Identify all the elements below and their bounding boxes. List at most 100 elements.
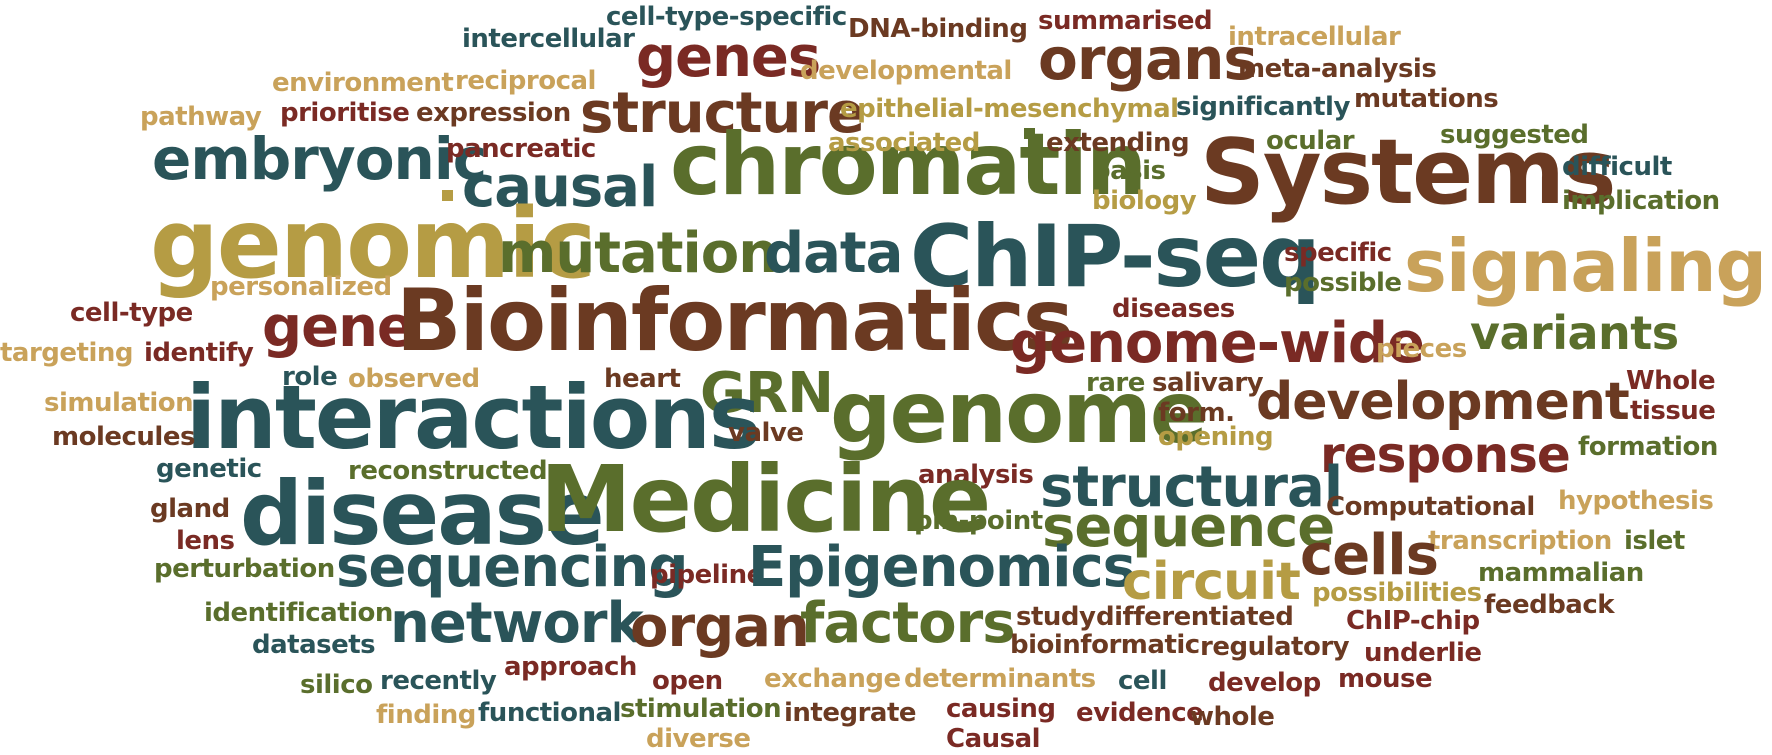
word-ocular: ocular [1266, 126, 1355, 156]
word-finding: finding [376, 700, 476, 730]
word-salivary: salivary [1152, 368, 1264, 398]
word-variants: variants [1470, 306, 1679, 360]
word-genomic: genomic [150, 188, 596, 300]
word-whole: whole [1190, 702, 1275, 732]
word-expression: expression [416, 98, 571, 128]
dot-mark [1024, 128, 1035, 139]
word-gene: gene [262, 295, 415, 360]
word-pipeline: pipeline [650, 560, 764, 590]
word-summarised: summarised [1038, 6, 1213, 36]
word-disease: disease [240, 462, 605, 565]
word-formation: formation [1578, 432, 1718, 462]
word-intracellular: intracellular [1228, 22, 1401, 52]
word-sequence: sequence [1042, 495, 1335, 560]
word-specific: specific [1284, 238, 1392, 268]
word-meta-analysis: meta-analysis [1238, 54, 1437, 84]
word-feedback: feedback [1484, 590, 1615, 620]
word-chip-seq: ChIP-seq [910, 207, 1321, 307]
word-grn: GRN [700, 361, 834, 426]
word-integrate: integrate [784, 698, 917, 728]
word-molecules: molecules [52, 422, 195, 452]
word-observed: observed [348, 364, 480, 394]
word-mutation: mutation [498, 221, 778, 286]
word-bioinformatics: Bioinformatics [396, 271, 1074, 371]
word-causal: Causal [946, 724, 1041, 754]
word-structure: structure [580, 81, 865, 146]
word-identify: identify [144, 338, 254, 368]
word-heart: heart [604, 364, 681, 394]
word-pathway: pathway [140, 102, 262, 132]
word-circuit: circuit [1122, 552, 1301, 612]
word-evidence: evidence [1076, 698, 1204, 728]
word-mammalian: mammalian [1478, 558, 1644, 588]
word-pin-point: pin-point [914, 506, 1043, 536]
word-cell-type-specific: cell-type-specific [606, 2, 847, 32]
word-mutations: mutations [1354, 84, 1499, 114]
word-exchange: exchange [764, 664, 901, 694]
word-response: response [1320, 426, 1571, 484]
word-open: open [652, 666, 723, 696]
word-cell: cell [1118, 666, 1167, 696]
word-basis: basis [1092, 156, 1166, 186]
word-mouse: mouse [1338, 664, 1433, 694]
word-role: role [282, 362, 338, 392]
word-epithelial-mesenchymal: epithelial-mesenchymal [840, 94, 1179, 124]
word-organs: organs [1038, 25, 1258, 93]
word-recently: recently [380, 666, 497, 696]
word-genome-wide: genome-wide [1010, 311, 1425, 376]
word-cell-type: cell-type [70, 298, 193, 328]
word-identification: identification [204, 598, 393, 628]
word-reconstructed: reconstructed [348, 456, 548, 486]
word-systems: Systems [1200, 120, 1616, 225]
word-analysis: analysis [918, 460, 1034, 490]
word-implication: implication [1562, 186, 1720, 216]
word-underlie: underlie [1364, 638, 1482, 668]
word-silico: silico [300, 670, 373, 700]
word-regulatory: regulatory [1200, 632, 1350, 662]
word-chromatin: chromatin [670, 115, 1147, 215]
word-determinants: determinants [904, 664, 1096, 694]
word-pancreatic: pancreatic [446, 134, 596, 164]
word-developmental: developmental [800, 56, 1012, 86]
word-functional: functional [478, 698, 621, 728]
word-data: data [764, 221, 903, 286]
word-rare: rare [1086, 368, 1145, 398]
word-medicine: Medicine [540, 446, 991, 553]
word-bioinformatic: bioinformatic [1010, 630, 1200, 660]
word-prioritise: prioritise [280, 98, 410, 128]
word-network: network [390, 591, 644, 656]
word-islet: islet [1624, 526, 1685, 556]
word-pieces: pieces [1376, 334, 1467, 364]
word-genetic: genetic [156, 454, 262, 484]
word-diseases: diseases [1112, 294, 1235, 324]
word-stimulation: stimulation [620, 694, 782, 724]
word-extending: extending [1046, 128, 1190, 158]
word-computational: Computational [1326, 492, 1535, 522]
word-tissue: tissue [1630, 396, 1716, 426]
word-genes: genes [636, 25, 821, 90]
word-hypothesis: hypothesis [1558, 486, 1714, 516]
word-organ: organ [630, 595, 810, 660]
word-approach: approach [504, 652, 637, 682]
word-development: development [1256, 372, 1630, 432]
word-differentiated: differentiated [1096, 602, 1294, 632]
word-dna-binding: DNA-binding [848, 14, 1028, 44]
word-transcription: transcription [1428, 526, 1612, 556]
word-causal: causal [462, 155, 658, 220]
word-study: study [1016, 602, 1096, 632]
word-causing: causing [946, 694, 1056, 724]
word-diverse: diverse [646, 724, 751, 754]
word-personalized: personalized [210, 272, 392, 302]
word-develop: develop [1208, 668, 1321, 698]
word-simulation: simulation [44, 388, 194, 418]
word-epigenomics: Epigenomics [748, 535, 1136, 600]
word-gland: gland [150, 494, 230, 524]
word-difficult: difficult [1562, 152, 1672, 182]
word-reciprocal: reciprocal [455, 66, 596, 96]
word-sequencing: sequencing [336, 535, 688, 600]
word-whole: Whole [1626, 366, 1716, 396]
word-intercellular: intercellular [462, 24, 635, 54]
word-genome: genome [830, 363, 1208, 463]
word-embryonic: embryonic [152, 125, 487, 193]
